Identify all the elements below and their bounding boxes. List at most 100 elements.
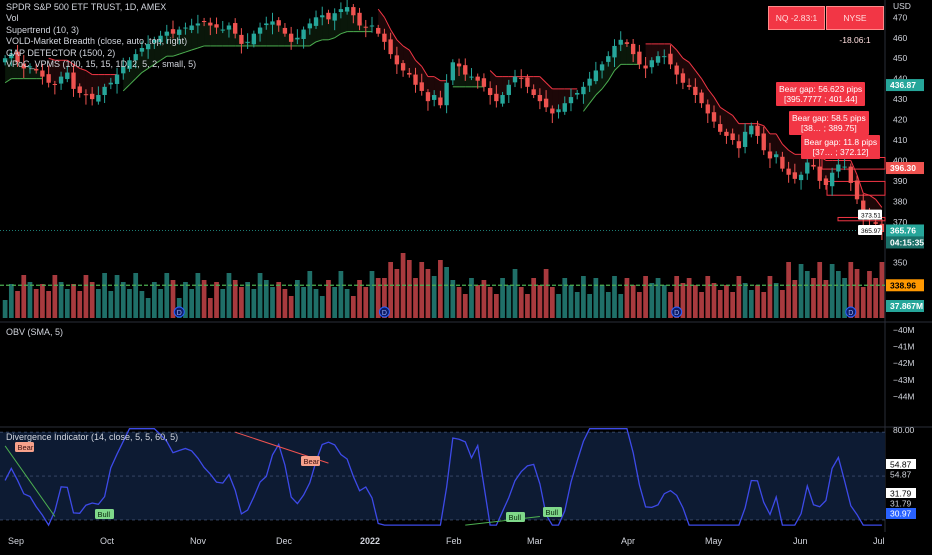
legend-vold[interactable]: VOLD-Market Breadth (close, auto, top, r… [6,36,188,47]
price-tick-label: 430 [893,94,907,104]
candle-body [506,84,511,96]
time-axis-label: May [705,536,723,546]
price-tag-vpoc: 338.96 [886,279,924,292]
candle-body [593,70,599,82]
volume-bar [798,264,804,318]
candle-body [624,42,630,44]
supertrend-down-segment [67,59,74,65]
candle-body [270,21,275,25]
volume-bar [854,269,860,318]
candle-body [326,12,331,20]
volume-bar [780,290,785,318]
candle-body [220,29,225,31]
legend-gap-detector[interactable]: GAP DETECTOR (1500, 2) [6,47,116,58]
candle-body [531,89,536,96]
divergence-d-label: D [382,310,387,317]
nq-breadth-box: NQ -2.83:1 [768,6,825,30]
obv-tick-label: −41M [893,342,915,352]
volume-bar [811,278,816,318]
legend-vpoc[interactable]: VPoC_VPMS (100, 15, 15, 1D, 2, 5, 2, sma… [6,58,197,69]
candle-body [630,43,636,55]
volume-bar [456,287,462,318]
volume-bar [742,283,748,318]
supertrend-fill [197,21,205,48]
volume-bar [158,289,163,318]
volume-bar [83,275,89,318]
candle-body [145,43,151,50]
candle-body [152,39,157,43]
supertrend-fill [266,23,273,46]
supertrend-up-segment [309,41,317,47]
volume-bar [605,292,611,318]
candle-body [842,166,847,168]
volume-bar [127,289,132,318]
supertrend-down-segment [390,29,398,41]
supertrend-down-segment [539,76,547,84]
legend-supertrend[interactable]: Supertrend (10, 3) [6,24,80,35]
candle-body [606,56,611,62]
volume-bar [568,285,574,318]
supertrend-down-segment [433,76,441,82]
supertrend-fill [85,70,93,97]
obv-tick-label: −44M [893,391,915,401]
price-tick-label: 380 [893,196,907,206]
supertrend-fill [390,29,397,60]
time-axis-label: Apr [621,536,635,546]
supertrend-fill [141,46,149,73]
volume-bar [879,262,885,318]
supertrend-fill [322,16,329,40]
volume-bar [773,283,779,318]
candle-body [655,56,661,63]
volume-bar [643,276,648,318]
divergence-pane-label[interactable]: Divergence Indicator (14, close, 5, 5, 6… [6,432,179,442]
candle-body [332,13,337,21]
bear-marker-bg [301,456,320,466]
supertrend-fill [328,16,335,40]
candle-body [649,60,654,68]
bull-marker-bg [543,507,562,517]
supertrend-up-segment [601,80,609,90]
volume-bar [102,273,107,318]
price-tick-label: 390 [893,176,907,186]
osc-tag-upper-bg [886,459,916,470]
candle-body [102,86,107,96]
supertrend-up-segment [315,39,323,43]
volume-bar [301,287,306,318]
price-tag-countdown: 04:15:35 [886,236,924,249]
symbol-title[interactable]: SPDR S&P 500 ETF TRUST, 1D, AMEX [6,2,167,12]
candle-body [643,65,648,69]
candle-body [543,98,549,108]
supertrend-fill [210,24,217,46]
candle-body [201,20,207,22]
supertrend-down-segment [688,61,696,71]
candle-body [637,51,642,65]
candle-body [369,25,375,27]
osc-tag-lower-2-bg [886,498,916,509]
volume-bar [201,280,207,318]
volume-bar [724,285,729,318]
candle-body [537,95,543,102]
candle-body [798,174,804,181]
candle-body [89,93,95,100]
candle-body [40,70,45,77]
legend-vol[interactable]: Vol [6,13,19,24]
volume-bar [543,269,549,318]
supertrend-fill [216,25,223,46]
volume-bar [350,296,356,318]
candle-body [233,23,238,34]
volume-bar [71,284,76,318]
obv-pane-label[interactable]: OBV (SMA, 5) [6,327,64,337]
volume-bar [630,285,636,318]
supertrend-fill [260,24,267,46]
candle-body [817,166,822,181]
vpoc-level-label-bg [858,209,882,220]
candle-body [394,55,400,65]
candle-body [761,133,766,151]
volume-bar [593,278,599,318]
volume-bar [668,292,673,318]
candle-body [550,108,555,114]
candle-body [295,37,300,40]
vpoc-level-label-bg [858,225,882,236]
